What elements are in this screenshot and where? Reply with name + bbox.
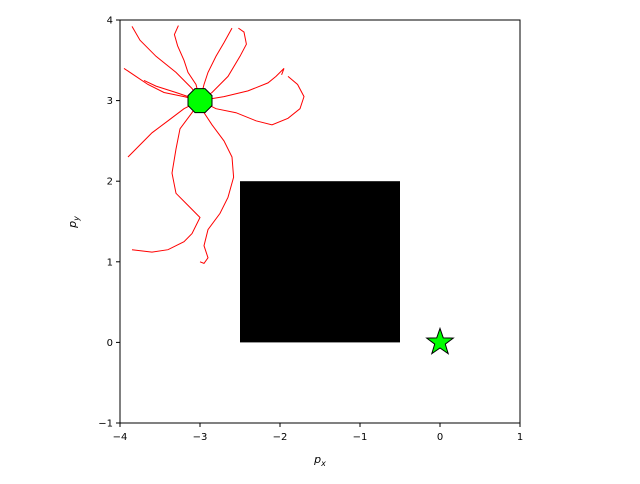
- y-tick-label: 3: [107, 96, 113, 107]
- x-tick-label: −4: [113, 432, 128, 443]
- trajectory-10: [131, 100, 201, 253]
- trajectory-3: [199, 27, 233, 101]
- trajectory-6: [199, 76, 305, 126]
- x-axis-label: px: [313, 453, 326, 468]
- trajectory-7: [123, 67, 201, 102]
- x-tick-label: 0: [437, 432, 443, 443]
- x-tick-label: 1: [517, 432, 523, 443]
- y-tick-label: 1: [107, 257, 113, 268]
- start-marker: [187, 88, 213, 114]
- x-axis-label-sub: x: [320, 459, 326, 468]
- trajectory-11: [199, 100, 235, 265]
- x-axis-ticks: −4 −3 −2 −1 0 1: [113, 423, 523, 443]
- marker-layer: [187, 88, 455, 355]
- x-tick-label: −1: [353, 432, 368, 443]
- y-axis-ticks: −1 0 1 2 3 4: [98, 16, 120, 430]
- plot-frame: [119, 19, 521, 424]
- obstacle-layer: [240, 181, 400, 343]
- x-tick-label: −3: [193, 432, 208, 443]
- y-tick-label: −1: [98, 419, 113, 430]
- y-axis-label: py: [66, 216, 81, 229]
- y-axis-label-sub: y: [72, 216, 81, 222]
- goal-marker: [425, 326, 455, 355]
- y-tick-label: 0: [107, 338, 113, 349]
- y-axis-label-main: p: [66, 221, 79, 229]
- obstacle-rect: [240, 181, 400, 343]
- trajectory-5: [199, 68, 285, 102]
- trajectory-9: [127, 100, 201, 158]
- trajectory-2: [173, 25, 201, 101]
- x-tick-label: −2: [273, 432, 288, 443]
- y-tick-label: 4: [107, 16, 113, 27]
- x-axis-label-main: p: [313, 453, 321, 466]
- trajectory-4: [199, 27, 247, 102]
- y-tick-label: 2: [107, 177, 113, 188]
